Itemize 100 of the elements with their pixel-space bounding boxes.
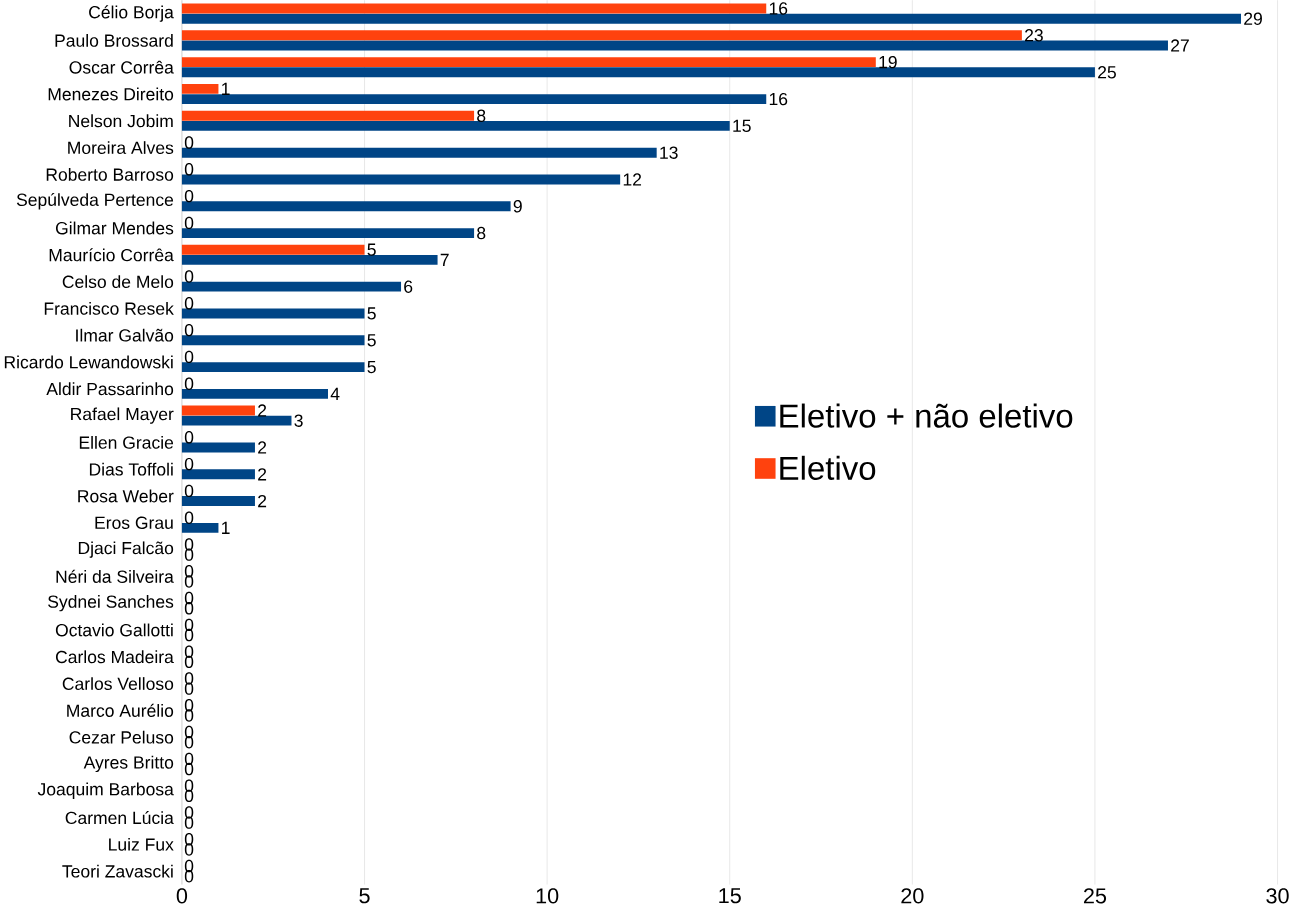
legend-label: Eletivo <box>780 455 876 481</box>
x-tick-label: 20 <box>901 888 924 904</box>
y-tick-label: Cezar Peluso <box>69 730 174 744</box>
bar <box>181 120 730 131</box>
bar <box>181 67 1095 78</box>
bar <box>181 522 219 533</box>
y-tick-label: Joaquim Barbosa <box>37 782 174 799</box>
data-label: 0 <box>184 323 194 337</box>
data-label: 0 <box>184 511 194 524</box>
y-tick-label: Ellen Gracie <box>79 435 174 449</box>
y-tick-label: Gilmar Mendes <box>55 221 174 235</box>
data-label: 0 <box>184 457 194 471</box>
x-tick-label: 30 <box>1266 888 1289 904</box>
data-label: 0 <box>184 136 194 149</box>
data-label: 23 <box>1025 29 1043 42</box>
y-tick-label: Ayres Britto <box>83 755 174 773</box>
bar <box>181 57 876 68</box>
y-tick-label: Sydnei Sanches <box>48 595 174 612</box>
y-tick-label: Paulo Brossard <box>55 34 173 47</box>
y-tick-label: Rosa Weber <box>78 489 174 503</box>
data-label: 2 <box>258 468 267 481</box>
legend-label: Eletivo + não eletivo <box>780 403 1073 428</box>
data-label: 6 <box>404 280 413 293</box>
data-label: 16 <box>769 92 788 106</box>
y-tick-label: Octavio Gallotti <box>55 623 173 637</box>
y-tick-label: Menezes Direito <box>48 87 174 101</box>
y-tick-label: Celso de Melo <box>62 275 174 289</box>
bar <box>181 362 365 373</box>
y-tick-label: Maurício Corrêa <box>49 248 174 262</box>
y-tick-label: Dias Toffoli <box>89 462 173 476</box>
data-label: 0 <box>184 163 194 176</box>
y-tick-label: Luiz Fux <box>109 837 174 851</box>
bar <box>181 84 219 94</box>
data-label: 0 <box>184 297 194 310</box>
bar <box>181 3 767 14</box>
bar <box>181 13 1242 24</box>
data-label: 5 <box>367 307 376 320</box>
data-label: 25 <box>1098 66 1116 79</box>
data-label: 19 <box>879 55 897 69</box>
bar <box>181 308 365 319</box>
bar <box>181 496 255 507</box>
data-label: 8 <box>477 109 486 122</box>
y-tick-label: Célio Borja <box>89 5 174 22</box>
data-label: 2 <box>258 441 267 454</box>
data-label: 0 <box>184 350 194 364</box>
y-tick-label: Moreira Alves <box>68 141 174 155</box>
data-label: 4 <box>330 387 340 400</box>
data-label: 0 <box>184 189 194 203</box>
data-label: 0 <box>184 216 194 230</box>
y-tick-label: Rafael Mayer <box>71 407 174 424</box>
bar <box>181 40 1168 51</box>
data-label: 5 <box>367 360 376 374</box>
y-tick-label: Djaci Falcão <box>78 541 174 558</box>
data-label: 0 <box>184 431 194 444</box>
y-tick-label: Oscar Corrêa <box>69 60 174 74</box>
x-tick-label: 15 <box>719 888 741 904</box>
data-label: 0 <box>184 484 194 498</box>
data-label: 0 <box>184 377 194 390</box>
bar <box>181 94 767 105</box>
bar <box>181 335 365 346</box>
data-label: 15 <box>733 119 751 133</box>
data-label: 8 <box>477 226 486 240</box>
y-tick-label: Ilmar Galvão <box>76 328 174 342</box>
data-label: 13 <box>660 146 678 159</box>
data-label: 27 <box>1171 39 1189 52</box>
bar <box>181 110 475 121</box>
bar <box>181 228 475 239</box>
bar <box>181 244 365 255</box>
data-label: 7 <box>440 253 449 266</box>
x-tick-label: 10 <box>536 888 559 904</box>
data-label: 1 <box>222 82 230 95</box>
bar <box>181 415 292 426</box>
data-label: 5 <box>367 334 376 347</box>
y-tick-label: Eros Grau <box>95 516 173 530</box>
y-tick-label: Sepúlveda Pertence <box>16 192 174 210</box>
data-label: 12 <box>623 173 642 186</box>
bar <box>181 201 511 212</box>
bar <box>181 405 255 416</box>
x-tick-label: 0 <box>176 888 188 904</box>
y-tick-label: Nelson Jobim <box>69 114 173 128</box>
data-label: 1 <box>222 521 230 534</box>
y-tick-label: Teori Zavascki <box>62 864 173 878</box>
data-label: 16 <box>769 2 788 15</box>
y-tick-label: Aldir Passarinho <box>46 382 174 396</box>
bar <box>181 147 657 158</box>
y-tick-label: Néri da Silveira <box>56 569 174 583</box>
bar <box>181 174 621 185</box>
data-label: 29 <box>1244 12 1262 25</box>
y-tick-label: Carlos Madeira <box>55 650 174 664</box>
data-label: 0 <box>184 270 194 283</box>
data-label: 3 <box>294 414 303 427</box>
data-label: 2 <box>258 404 267 417</box>
y-tick-label: Ricardo Lewandowski <box>4 355 173 369</box>
bar <box>181 254 438 265</box>
data-label: 2 <box>258 494 267 508</box>
bar <box>181 442 255 453</box>
y-tick-label: Roberto Barroso <box>46 168 174 181</box>
y-tick-label: Carmen Lúcia <box>65 811 174 825</box>
x-tick-label: 25 <box>1083 888 1107 904</box>
bar <box>181 281 402 292</box>
